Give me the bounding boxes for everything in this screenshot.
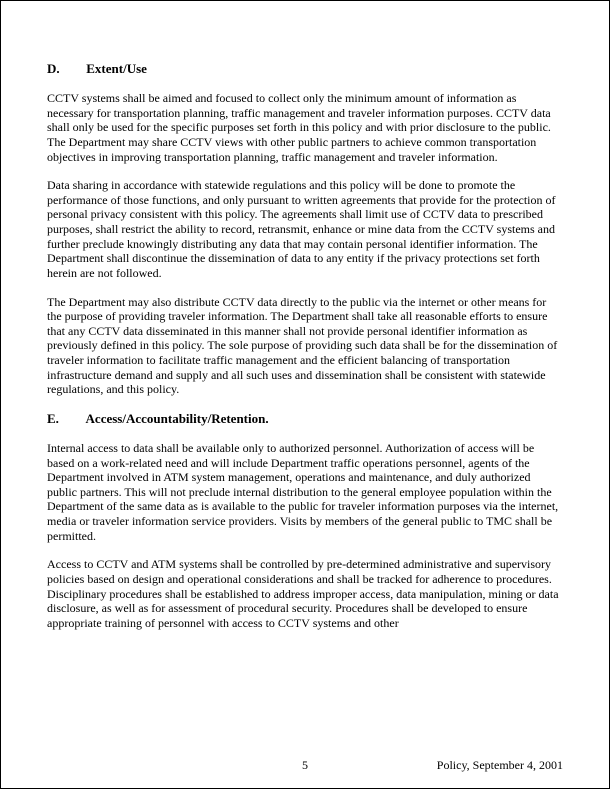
section-title: Extent/Use (86, 61, 147, 76)
section-d-heading: D. Extent/Use (47, 61, 563, 77)
section-e-heading: E. Access/Accountability/Retention. (47, 411, 563, 427)
section-letter: D. (47, 61, 83, 77)
paragraph: CCTV systems shall be aimed and focused … (47, 91, 563, 164)
paragraph: Internal access to data shall be availab… (47, 441, 563, 543)
paragraph: Data sharing in accordance with statewid… (47, 178, 563, 280)
paragraph: Access to CCTV and ATM systems shall be … (47, 557, 563, 630)
document-page: D. Extent/Use CCTV systems shall be aime… (0, 0, 610, 789)
footer-date: Policy, September 4, 2001 (437, 758, 563, 773)
paragraph: The Department may also distribute CCTV … (47, 295, 563, 397)
section-letter: E. (47, 411, 83, 427)
section-title: Access/Accountability/Retention. (86, 411, 269, 426)
